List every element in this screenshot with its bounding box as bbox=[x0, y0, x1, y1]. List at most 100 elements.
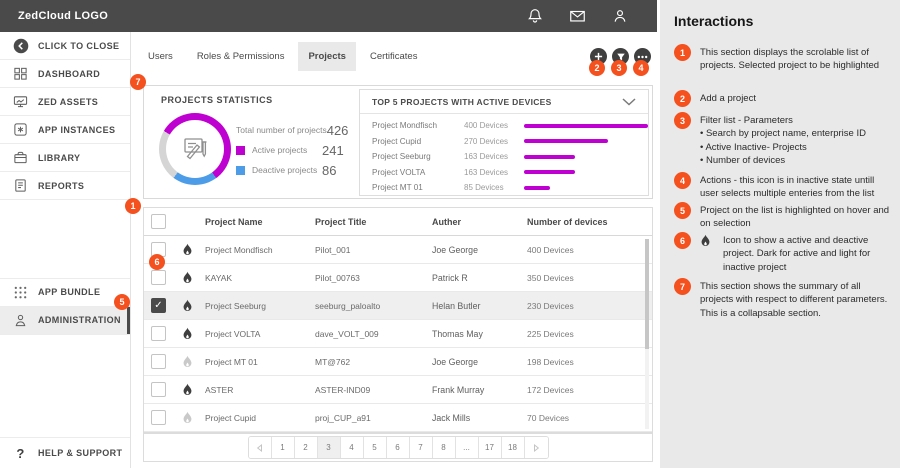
top5-projects-panel: TOP 5 PROJECTS WITH ACTIVE DEVICES Proje… bbox=[359, 89, 649, 196]
cell-project-title: Pilot_00763 bbox=[315, 272, 360, 283]
sidebar-item-help-support[interactable]: ? HELP & SUPPORT bbox=[0, 437, 130, 468]
admin-icon bbox=[12, 313, 29, 328]
table-row-project-seeburg[interactable]: ✓ Project Seeburg seeburg_paloalto Helan Bu… bbox=[144, 292, 652, 320]
page-button-4[interactable]: 4 bbox=[340, 437, 364, 458]
table-scrollbar[interactable] bbox=[645, 239, 649, 429]
top5-device-count: 163 Devices bbox=[464, 167, 509, 177]
bell-icon[interactable] bbox=[526, 7, 544, 25]
top5-device-count: 400 Devices bbox=[464, 121, 509, 131]
annotation-badge-2: 2 bbox=[589, 60, 605, 76]
top5-device-count: 270 Devices bbox=[464, 136, 509, 146]
sidebar-item-click-to-close[interactable]: CLICK TO CLOSE bbox=[0, 32, 130, 60]
page-button-8[interactable]: 8 bbox=[432, 437, 456, 458]
tab-roles-permissions[interactable]: Roles & Permissions bbox=[196, 51, 285, 62]
sidebar-item-library[interactable]: LIBRARY bbox=[0, 144, 130, 172]
page-button-5[interactable]: 5 bbox=[363, 437, 387, 458]
page-next-button[interactable] bbox=[524, 437, 548, 458]
sidebar-item-reports[interactable]: REPORTS bbox=[0, 172, 130, 200]
back-icon bbox=[12, 38, 29, 54]
row-checkbox[interactable] bbox=[151, 382, 166, 397]
row-checkbox[interactable] bbox=[151, 270, 166, 285]
page-button-7[interactable]: 7 bbox=[409, 437, 433, 458]
interactions-panel: Interactions 1 This section displays the … bbox=[660, 0, 900, 468]
table-row-project-mt-01[interactable]: Project MT 01 MT@762 Joe George 198 Devices bbox=[144, 348, 652, 376]
sidebar-item-zed-assets[interactable]: ZED ASSETS bbox=[0, 88, 130, 116]
page-ellipsis[interactable]: ... bbox=[455, 437, 479, 458]
top5-row-project-mt-01: Project MT 01 85 Devices bbox=[360, 180, 648, 196]
table-row-project-volta[interactable]: Project VOLTA dave_VOLT_009 Thomas May 225 … bbox=[144, 320, 652, 348]
cell-project-title: seeburg_paloalto bbox=[315, 300, 381, 311]
sidebar-item-app-bundle[interactable]: APP BUNDLE bbox=[0, 279, 130, 307]
top5-project-name: Project VOLTA bbox=[372, 167, 426, 177]
flame-icon bbox=[182, 243, 193, 256]
table-row-aster[interactable]: ASTER ASTER-IND09 Frank Murray 172 Devices bbox=[144, 376, 652, 404]
app-region: ZedCloud LOGO CLICK TO CLOSE DASHBOARD ZED… bbox=[0, 0, 657, 468]
sidebar-secondary-group: APP BUNDLE ADMINISTRATION bbox=[0, 277, 130, 335]
sidebar-item-label: APP INSTANCES bbox=[38, 124, 116, 135]
top5-bar bbox=[524, 139, 608, 144]
note-number: 4 bbox=[674, 172, 691, 189]
projects-table: Project Name Project Title Auther Number… bbox=[143, 207, 653, 433]
interaction-note-4: 4 Actions - this icon is in inactive stat… bbox=[674, 172, 892, 201]
sidebar-item-administration[interactable]: ADMINISTRATION bbox=[0, 306, 130, 335]
annotation-badge-1: 1 bbox=[125, 198, 141, 214]
legend-label: Total number of projects bbox=[236, 125, 327, 135]
sidebar-item-label: DASHBOARD bbox=[38, 68, 101, 79]
page-button-2[interactable]: 2 bbox=[294, 437, 318, 458]
user-icon[interactable] bbox=[611, 7, 629, 25]
page-button-3[interactable]: 3 bbox=[317, 437, 341, 458]
cell-author: Jack Mills bbox=[432, 412, 471, 423]
interaction-note-6: 6 Icon to show a active and deactive proj… bbox=[674, 232, 892, 274]
cell-project-name: ASTER bbox=[205, 384, 234, 395]
legend-row-deactive-projects: Deactive projects 86 bbox=[236, 160, 352, 180]
topbar-icons bbox=[526, 7, 629, 25]
page-button-1[interactable]: 1 bbox=[271, 437, 295, 458]
select-all-checkbox[interactable] bbox=[151, 214, 166, 229]
page-prev-button[interactable] bbox=[248, 437, 272, 458]
row-checkbox[interactable]: ✓ bbox=[151, 298, 166, 313]
sidebar-item-label: LIBRARY bbox=[38, 152, 81, 163]
top5-project-name: Project Mondfisch bbox=[372, 121, 438, 131]
cell-devices: 70 Devices bbox=[527, 412, 570, 423]
row-checkbox[interactable] bbox=[151, 326, 166, 341]
sidebar-item-dashboard[interactable]: DASHBOARD bbox=[0, 60, 130, 88]
table-row-project-mondfisch[interactable]: Project Mondfisch Pilot_001 Joe George 400 … bbox=[144, 236, 652, 264]
note-text: Project on the list is highlighted on ho… bbox=[700, 205, 890, 230]
pager: 1 2 3 4 5 6 7 8... 17 18 bbox=[247, 436, 549, 459]
tab-certificates[interactable]: Certificates bbox=[369, 51, 418, 62]
sidebar-item-label: REPORTS bbox=[38, 180, 85, 191]
col-devices: Number of devices bbox=[527, 216, 608, 227]
table-row-kayak[interactable]: KAYAK Pilot_00763 Patrick R 350 Devices bbox=[144, 264, 652, 292]
flame-icon bbox=[182, 327, 193, 340]
page-button-18[interactable]: 18 bbox=[501, 437, 525, 458]
note-number: 1 bbox=[674, 44, 691, 61]
scrollbar-thumb[interactable] bbox=[645, 239, 649, 350]
top5-row-project-cupid: Project Cupid 270 Devices bbox=[360, 134, 648, 150]
legend-label: Active projects bbox=[252, 145, 308, 155]
project-board-icon bbox=[177, 129, 213, 170]
page-button-17[interactable]: 17 bbox=[478, 437, 502, 458]
library-icon bbox=[12, 150, 29, 165]
top5-bar bbox=[524, 185, 550, 190]
annotation-badge-3: 3 bbox=[611, 60, 627, 76]
tab-projects[interactable]: Projects bbox=[298, 42, 356, 71]
sidebar-item-app-instances[interactable]: APP INSTANCES bbox=[0, 116, 130, 144]
interactions-title: Interactions bbox=[674, 13, 754, 29]
cell-project-title: MT@762 bbox=[315, 356, 351, 367]
top5-rows: Project Mondfisch 400 Devices Project Cupi… bbox=[360, 114, 648, 196]
sidebar-spacer bbox=[0, 335, 130, 437]
chevron-down-icon[interactable] bbox=[622, 97, 636, 106]
row-checkbox[interactable] bbox=[151, 410, 166, 425]
top5-project-name: Project Seeburg bbox=[372, 152, 431, 162]
cell-devices: 198 Devices bbox=[527, 356, 574, 367]
interaction-note-1: 1 This section displays the scrolable lis… bbox=[674, 44, 892, 73]
actions-menu-action: 4 bbox=[633, 48, 651, 78]
reports-icon bbox=[12, 178, 29, 193]
note-text: Filter list - Parameters • Search by proj… bbox=[700, 115, 866, 166]
page-button-6[interactable]: 6 bbox=[386, 437, 410, 458]
tab-users[interactable]: Users bbox=[148, 51, 173, 62]
legend-swatch bbox=[236, 165, 245, 175]
mail-icon[interactable] bbox=[568, 7, 587, 25]
row-checkbox[interactable] bbox=[151, 354, 166, 369]
table-row-project-cupid[interactable]: Project Cupid proj_CUP_a91 Jack Mills 70 De… bbox=[144, 404, 652, 432]
